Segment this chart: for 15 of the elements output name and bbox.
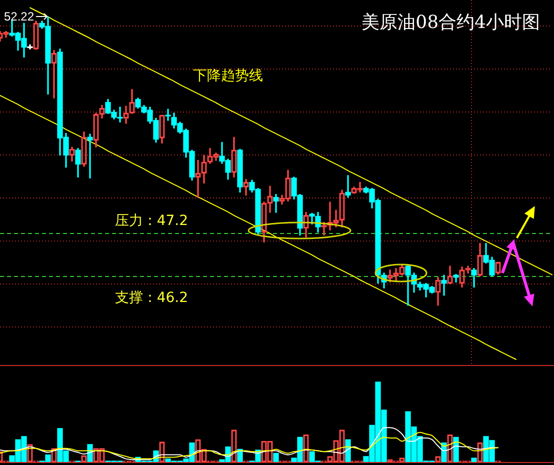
annotation: 52.22 (4, 9, 34, 24)
ref-line-label: 压力：47.2 (114, 213, 188, 230)
bar (471, 458, 477, 462)
bar (345, 439, 351, 462)
ref-line-label: 支撑：46.2 (114, 290, 188, 306)
candlestick (273, 194, 279, 213)
text: 美原油08合约4小时图 (362, 12, 540, 34)
bar (453, 436, 459, 462)
bar (273, 452, 279, 462)
candlestick (441, 274, 447, 296)
candlestick (87, 134, 93, 178)
series-label: 下降趋势线 (193, 68, 263, 84)
candlestick (345, 175, 351, 198)
candlestick (165, 108, 171, 121)
bar (237, 448, 243, 462)
